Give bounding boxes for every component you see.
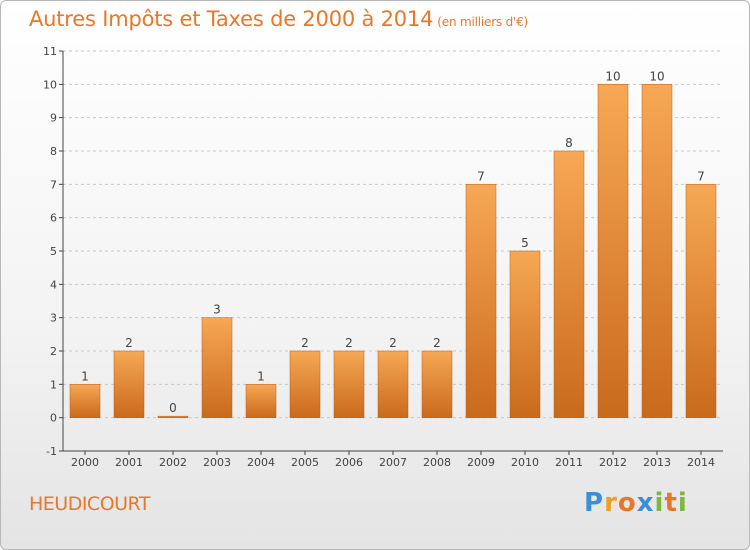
logo-letter: r [604,488,618,518]
bar [465,184,497,418]
data-label: 7 [477,169,485,183]
y-tick-label: 2 [50,345,57,358]
bar [113,350,145,418]
bar [333,350,365,418]
commune-name: HEUDICOURT [29,493,151,515]
data-label: 2 [345,336,353,350]
bar [289,350,321,418]
y-tick-label: 0 [50,412,57,425]
y-tick-label: 11 [43,45,57,58]
bar [641,84,673,418]
y-tick-label: 1 [50,378,57,391]
x-tick-label: 2001 [115,456,143,469]
y-tick-label: 5 [50,245,57,258]
chart-subtitle: (en milliers d'€) [437,15,529,29]
y-tick-label: 7 [50,178,57,191]
x-tick-label: 2009 [467,456,495,469]
y-tick-label: 3 [50,312,57,325]
title-text: Autres Impôts et Taxes de 2000 à 2014 [29,7,434,31]
chart-title: Autres Impôts et Taxes de 2000 à 2014 (en… [29,7,528,31]
data-label: 1 [257,369,265,383]
y-tick-label: 8 [50,145,57,158]
y-tick-label: -1 [46,445,57,458]
x-tick-label: 2002 [159,456,187,469]
x-tick-label: 2014 [687,456,715,469]
data-label: 10 [605,69,620,83]
x-tick-label: 2012 [599,456,627,469]
logo-letter: i [677,488,688,518]
x-tick-label: 2003 [203,456,231,469]
data-label: 10 [649,69,664,83]
data-label: 7 [697,169,705,183]
x-tick-label: 2008 [423,456,451,469]
x-tick-label: 2010 [511,456,539,469]
bar [597,84,629,418]
x-tick-label: 2006 [335,456,363,469]
data-label: 1 [81,369,89,383]
bar [377,350,409,418]
logo-letter: o [617,488,637,518]
bar [509,250,541,418]
x-tick-label: 2011 [555,456,583,469]
proxiti-logo: Proxiti [584,488,688,518]
data-label: 8 [565,136,573,150]
logo-letter: t [664,488,678,518]
x-tick-label: 2000 [71,456,99,469]
bar [201,317,233,418]
data-label: 2 [433,336,441,350]
data-label: 0 [169,401,177,415]
bar [553,150,585,418]
bar [69,384,101,418]
x-tick-label: 2005 [291,456,319,469]
data-label: 2 [301,336,309,350]
logo-letter: x [636,488,655,518]
data-label: 2 [389,336,397,350]
bar [157,415,189,418]
y-tick-label: 4 [50,278,57,291]
data-label: 3 [213,303,221,317]
bar [421,350,453,418]
data-label: 5 [521,236,529,250]
y-tick-label: 9 [50,112,57,125]
bar [685,184,717,418]
bar [245,384,277,418]
y-tick-label: 10 [43,78,57,91]
data-label: 2 [125,336,133,350]
x-tick-label: 2007 [379,456,407,469]
logo-letter: P [584,488,605,518]
x-tick-label: 2013 [643,456,671,469]
logo-letter: i [654,488,665,518]
x-tick-label: 2004 [247,456,275,469]
y-tick-label: 6 [50,212,57,225]
